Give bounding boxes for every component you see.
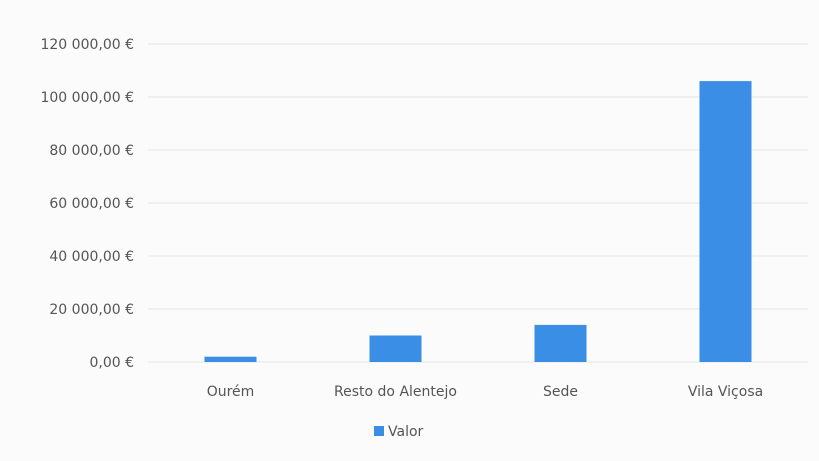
category-label: Sede (543, 384, 578, 400)
gridlines (148, 43, 808, 363)
y-tick-label: 0,00 € (89, 355, 134, 371)
y-tick-label: 40 000,00 € (49, 249, 134, 265)
y-tick-label: 100 000,00 € (40, 90, 134, 106)
bars (204, 81, 752, 362)
y-tick-label: 20 000,00 € (49, 302, 134, 318)
y-tick-label: 80 000,00 € (49, 143, 134, 159)
bar-resto-do-alentejo (369, 335, 422, 362)
y-tick-label: 60 000,00 € (49, 196, 134, 212)
bar-ourém (204, 356, 257, 362)
category-label: Resto do Alentejo (334, 384, 457, 400)
bar-sede (534, 324, 587, 362)
y-tick-label: 120 000,00 € (40, 37, 134, 53)
legend-swatch (374, 426, 384, 436)
category-label: Vila Viçosa (688, 384, 763, 400)
y-axis-ticks: 0,00 € 20 000,00 € 40 000,00 € 60 000,00 € 8… (40, 37, 134, 371)
legend: Valor (374, 424, 424, 440)
category-label: Ourém (207, 384, 255, 400)
legend-label: Valor (388, 424, 424, 440)
x-axis-labels: Ourém Resto do Alentejo Sede Vila Viçosa (207, 384, 763, 400)
bar-vila-viçosa (699, 81, 752, 362)
